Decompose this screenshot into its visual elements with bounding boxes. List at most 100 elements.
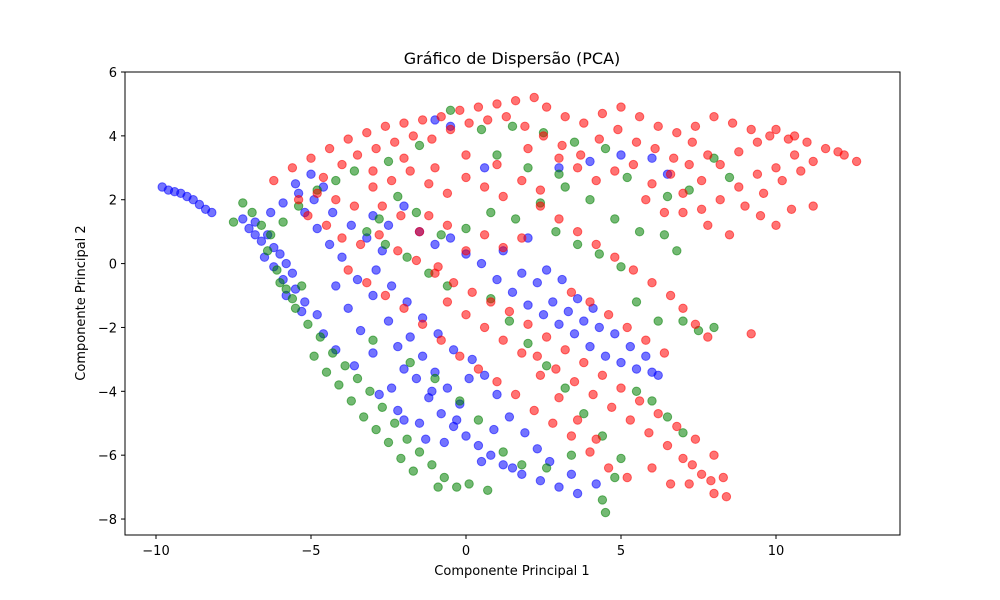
point-series-2: [529, 405, 539, 416]
point-series-1: [238, 198, 248, 208]
point-series-2: [665, 479, 676, 489]
point-series-2: [501, 112, 511, 122]
point-series-0: [405, 332, 415, 342]
point-series-0: [371, 265, 381, 275]
point-series-2: [411, 255, 422, 266]
point-series-0: [523, 300, 533, 310]
point-series-2: [690, 319, 701, 329]
point-series-1: [368, 335, 378, 345]
point-series-0: [300, 297, 310, 307]
point-series-1: [281, 284, 291, 294]
point-series-2: [331, 195, 341, 205]
point-series-2: [442, 297, 453, 307]
point-series-2: [647, 463, 657, 473]
point-series-0: [244, 223, 254, 234]
point-series-1: [402, 252, 412, 262]
point-series-1: [393, 191, 403, 202]
point-series-2: [625, 415, 635, 425]
point-series-2: [498, 191, 508, 202]
point-series-0: [467, 354, 477, 365]
point-series-2: [377, 201, 387, 211]
point-series-0: [486, 450, 496, 460]
point-series-0: [616, 150, 626, 160]
x-axis: −10 −5 0 5 10: [142, 535, 784, 559]
point-series-0: [188, 195, 198, 205]
point-series-1: [275, 278, 285, 288]
point-series-2: [597, 370, 608, 380]
point-series-2: [461, 172, 471, 183]
point-series-1: [517, 460, 527, 470]
point-series-1: [647, 396, 657, 406]
point-series-1: [287, 294, 298, 304]
point-series-2: [622, 322, 632, 333]
point-series-2: [362, 278, 372, 288]
point-series-2: [631, 137, 642, 147]
point-series-0: [386, 281, 397, 291]
point-series-2: [696, 175, 707, 186]
point-series-1: [554, 169, 564, 179]
point-series-2: [324, 143, 335, 154]
point-series-0: [383, 220, 394, 231]
point-series-0: [312, 223, 322, 234]
point-series-2: [572, 227, 583, 237]
point-series-2: [579, 118, 589, 128]
point-series-1: [228, 217, 239, 227]
point-series-2: [572, 415, 583, 425]
y-tick-label: −6: [98, 449, 117, 464]
point-series-1: [610, 472, 620, 483]
point-series-2: [752, 137, 763, 147]
point-series-2: [734, 182, 744, 192]
point-series-0: [517, 469, 527, 479]
point-series-0: [439, 437, 449, 448]
point-series-1: [321, 367, 332, 377]
point-series-0: [352, 274, 363, 285]
point-series-0: [250, 230, 260, 240]
point-series-1: [414, 140, 425, 151]
point-series-2: [486, 297, 496, 307]
point-series-2: [634, 112, 645, 122]
point-series-0: [610, 329, 620, 339]
point-series-2: [529, 92, 539, 103]
point-series-2: [408, 131, 418, 141]
point-series-2: [591, 434, 601, 444]
point-series-2: [510, 389, 521, 400]
point-series-0: [464, 373, 474, 384]
point-series-0: [532, 444, 542, 454]
point-series-2: [808, 156, 818, 167]
point-series-0: [281, 258, 291, 269]
point-series-0: [563, 306, 573, 317]
point-series-2: [442, 188, 453, 199]
point-series-0: [498, 460, 508, 470]
point-series-2: [455, 351, 465, 361]
point-series-2: [659, 207, 670, 218]
point-series-0: [355, 325, 366, 336]
point-series-1: [331, 175, 341, 186]
point-series-0: [383, 316, 394, 326]
point-series-2: [641, 195, 651, 205]
point-series-0: [445, 233, 456, 243]
point-series-2: [306, 153, 316, 163]
point-series-0: [399, 201, 409, 211]
point-series-2: [684, 479, 694, 489]
point-series-0: [600, 351, 611, 361]
point-series-2: [380, 121, 391, 132]
point-series-2: [696, 204, 707, 215]
point-series-1: [498, 447, 508, 457]
point-series-2: [498, 335, 508, 345]
point-series-2: [538, 131, 549, 141]
point-series-2: [560, 345, 570, 355]
point-series-0: [548, 297, 558, 307]
point-series-0: [393, 341, 403, 352]
point-series-2: [603, 310, 614, 320]
point-series-2: [554, 153, 564, 163]
point-series-2: [436, 335, 446, 345]
point-series-2: [628, 265, 639, 275]
point-series-2: [715, 159, 725, 170]
point-series-1: [439, 472, 449, 483]
point-series-1: [374, 214, 384, 224]
point-series-0: [414, 418, 425, 428]
point-series-1: [380, 239, 391, 250]
point-series-0: [399, 364, 409, 374]
point-series-1: [579, 409, 589, 419]
